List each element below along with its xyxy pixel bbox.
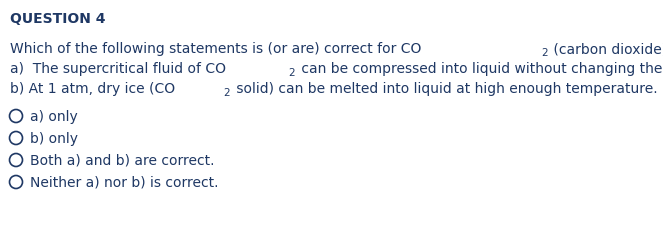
Text: 2: 2 <box>288 67 295 77</box>
Text: Neither a) nor b) is correct.: Neither a) nor b) is correct. <box>30 176 219 190</box>
Text: b) At 1 atm, dry ice (CO: b) At 1 atm, dry ice (CO <box>10 82 175 96</box>
Text: 2: 2 <box>223 87 229 98</box>
Text: a) only: a) only <box>30 110 78 124</box>
Text: solid) can be melted into liquid at high enough temperature.: solid) can be melted into liquid at high… <box>231 82 657 96</box>
Text: Both a) and b) are correct.: Both a) and b) are correct. <box>30 154 215 168</box>
Text: can be compressed into liquid without changing the temperature.: can be compressed into liquid without ch… <box>297 62 663 76</box>
Text: b) only: b) only <box>30 132 78 146</box>
Text: QUESTION 4: QUESTION 4 <box>10 12 105 26</box>
Text: 2: 2 <box>541 48 548 58</box>
Text: Which of the following statements is (or are) correct for CO: Which of the following statements is (or… <box>10 42 422 56</box>
Text: a)  The supercritical fluid of CO: a) The supercritical fluid of CO <box>10 62 226 76</box>
Text: (carbon dioxide)?: (carbon dioxide)? <box>550 42 663 56</box>
